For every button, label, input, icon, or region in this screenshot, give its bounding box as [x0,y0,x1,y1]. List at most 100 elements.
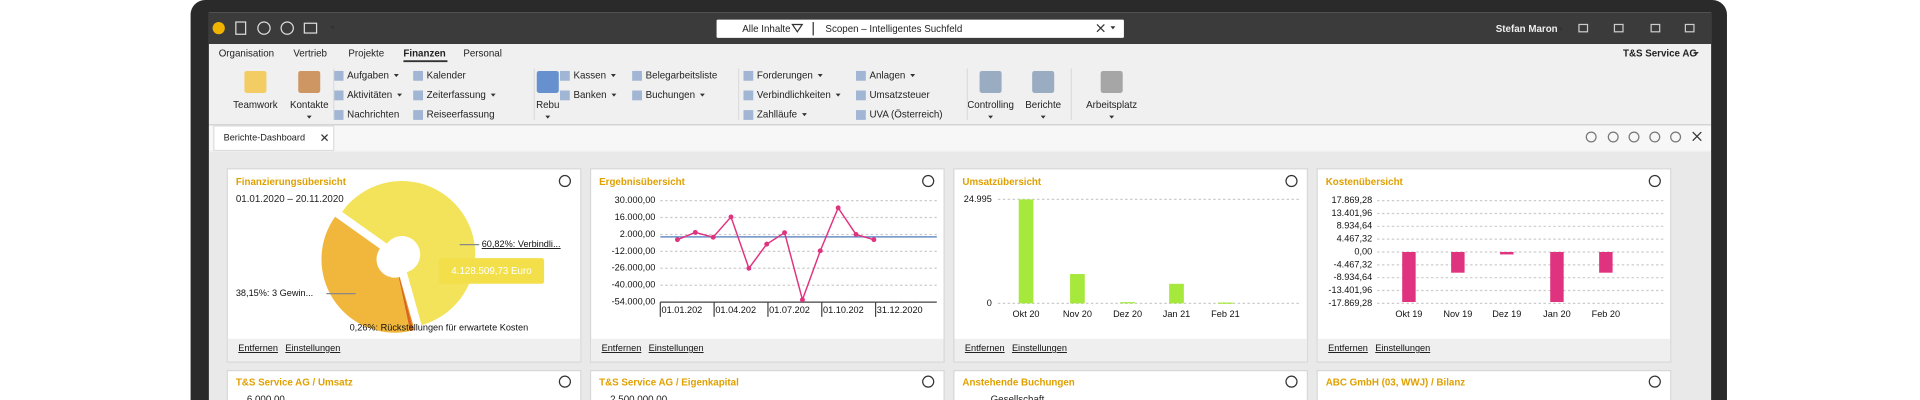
footer-link[interactable]: Einstellungen [1012,343,1067,353]
footer-link[interactable]: Einstellungen [649,343,704,353]
widget-settings[interactable] [558,174,572,188]
line-point [871,237,877,243]
pie-label: 60,82%: Verbindli... [482,239,561,249]
ribbon-item[interactable]: Reiseerfassung [427,110,495,121]
toolbar-icon[interactable] [280,21,294,35]
footer-link[interactable]: Entfernen [238,343,278,353]
ribbon-small-icon[interactable] [743,110,754,120]
widget-settings[interactable] [1648,174,1661,188]
ribbon-small-icon[interactable] [560,70,570,81]
toolbar-icon[interactable] [235,21,247,35]
ribbon-button-label[interactable]: Berichte [1025,100,1061,111]
view-icon[interactable] [1628,131,1640,143]
ribbon-item[interactable]: Zahlläufe [757,110,797,121]
search-box[interactable] [716,19,1124,38]
toolbar-icon[interactable] [303,22,318,34]
ribbon-item[interactable]: Buchungen [646,90,695,101]
footer-link[interactable]: Einstellungen [1375,343,1430,353]
ribbon-item[interactable]: Verbindlichkeiten [757,90,831,101]
company-selector[interactable]: T&S Service AG [1623,48,1697,59]
view-icon[interactable] [1670,131,1682,143]
ribbon-item[interactable]: Banken [573,90,606,101]
x-icon[interactable] [1096,24,1105,33]
ribbon-item[interactable]: Kassen [573,70,606,81]
ribbon-item[interactable]: Anlagen [869,70,905,81]
ribbon-small-icon[interactable] [856,90,866,101]
user-name[interactable]: Stefan Maron [1496,24,1558,35]
close-tab[interactable] [321,134,329,142]
ribbon-item[interactable]: Kalender [427,70,467,81]
menu-tab[interactable]: Vertrieb [293,48,327,59]
widget [953,168,1309,363]
toolbar-icon[interactable] [257,21,271,35]
widget-settings[interactable] [1648,375,1661,388]
ribbon-small-icon[interactable] [856,110,866,120]
widget-settings[interactable] [558,375,572,388]
ribbon-icon[interactable] [298,70,321,93]
window-control[interactable] [1578,23,1589,33]
ribbon-button-label[interactable]: Arbeitsplatz [1086,100,1137,111]
ribbon-small-icon[interactable] [333,110,344,120]
doc-tab-label[interactable]: Berichte-Dashboard [224,133,305,143]
view-icon[interactable] [1585,131,1597,143]
close-view[interactable] [1692,131,1702,142]
ribbon-item[interactable]: Forderungen [757,70,813,81]
ribbon-button-label[interactable]: Controlling [967,100,1014,111]
app-icon[interactable] [212,22,225,35]
ribbon-button-label[interactable]: Teamwork [233,100,278,111]
dropdown-arrow [910,74,916,78]
ribbon-small-icon[interactable] [413,70,423,81]
footer-link[interactable]: Entfernen [602,343,642,353]
widget-footer [591,338,944,362]
window-control[interactable] [1613,23,1624,33]
widget-settings[interactable] [1285,375,1298,388]
view-icon[interactable] [1649,131,1661,143]
widget-settings[interactable] [922,375,935,388]
doc-tab[interactable] [213,125,335,152]
ribbon-button-label[interactable]: Rebu [536,100,559,111]
ribbon-icon[interactable] [536,70,559,93]
menu-tab[interactable]: Finanzen [403,48,445,59]
ribbon-small-icon[interactable] [632,70,642,81]
ribbon-small-icon[interactable] [560,90,570,101]
ribbon-small-icon[interactable] [632,90,642,101]
search-placeholder[interactable]: Scopen – Intelligentes Suchfeld [825,24,962,35]
ribbon-small-icon[interactable] [333,70,344,81]
ribbon-item[interactable]: Aktivitäten [347,90,392,101]
ribbon-small-icon[interactable] [333,90,344,101]
ribbon-item[interactable]: Nachrichten [347,110,399,121]
ribbon-item[interactable]: Belegarbeitsliste [646,70,718,81]
footer-link[interactable]: Entfernen [965,343,1005,353]
ribbon-button-label[interactable]: Kontakte [290,100,329,111]
ribbon-small-icon[interactable] [743,90,754,101]
widget-settings[interactable] [922,174,935,188]
ribbon-icon[interactable] [1100,70,1123,93]
ribbon-icon[interactable] [1032,70,1055,93]
ribbon-item[interactable]: UVA (Österreich) [869,110,942,121]
ribbon-icon[interactable] [979,70,1002,93]
window-control[interactable] [1650,23,1661,33]
ribbon-small-icon[interactable] [413,110,423,120]
ribbon-small-icon[interactable] [856,70,866,81]
ribbon-icon[interactable] [244,70,267,93]
footer-link[interactable]: Einstellungen [285,343,340,353]
pie-slice [321,216,410,333]
view-icon[interactable] [1607,131,1619,143]
x-tick-label: Dez 19 [1492,309,1521,319]
footer-link[interactable]: Entfernen [1328,343,1368,353]
window-control[interactable] [1684,23,1695,33]
ribbon-item[interactable]: Aufgaben [347,70,389,81]
ribbon-small-icon[interactable] [413,90,423,101]
menu-tab[interactable]: Organisation [219,48,274,59]
widget-settings[interactable] [1285,174,1298,188]
filter-label[interactable]: Alle Inhalte [742,24,790,35]
widget-text: 2.500.000,00 [610,395,668,400]
menu-tab[interactable]: Personal [463,48,502,59]
ribbon-item[interactable]: Umsatzsteuer [869,90,930,101]
dropdown-arrow [490,93,496,97]
menu-tab[interactable]: Projekte [348,48,384,59]
dropdown-arrow [817,74,823,78]
ribbon-item[interactable]: Zeiterfassung [427,90,486,101]
ribbon-small-icon[interactable] [743,70,754,81]
widget-title: Kostenübersicht [1326,177,1404,188]
